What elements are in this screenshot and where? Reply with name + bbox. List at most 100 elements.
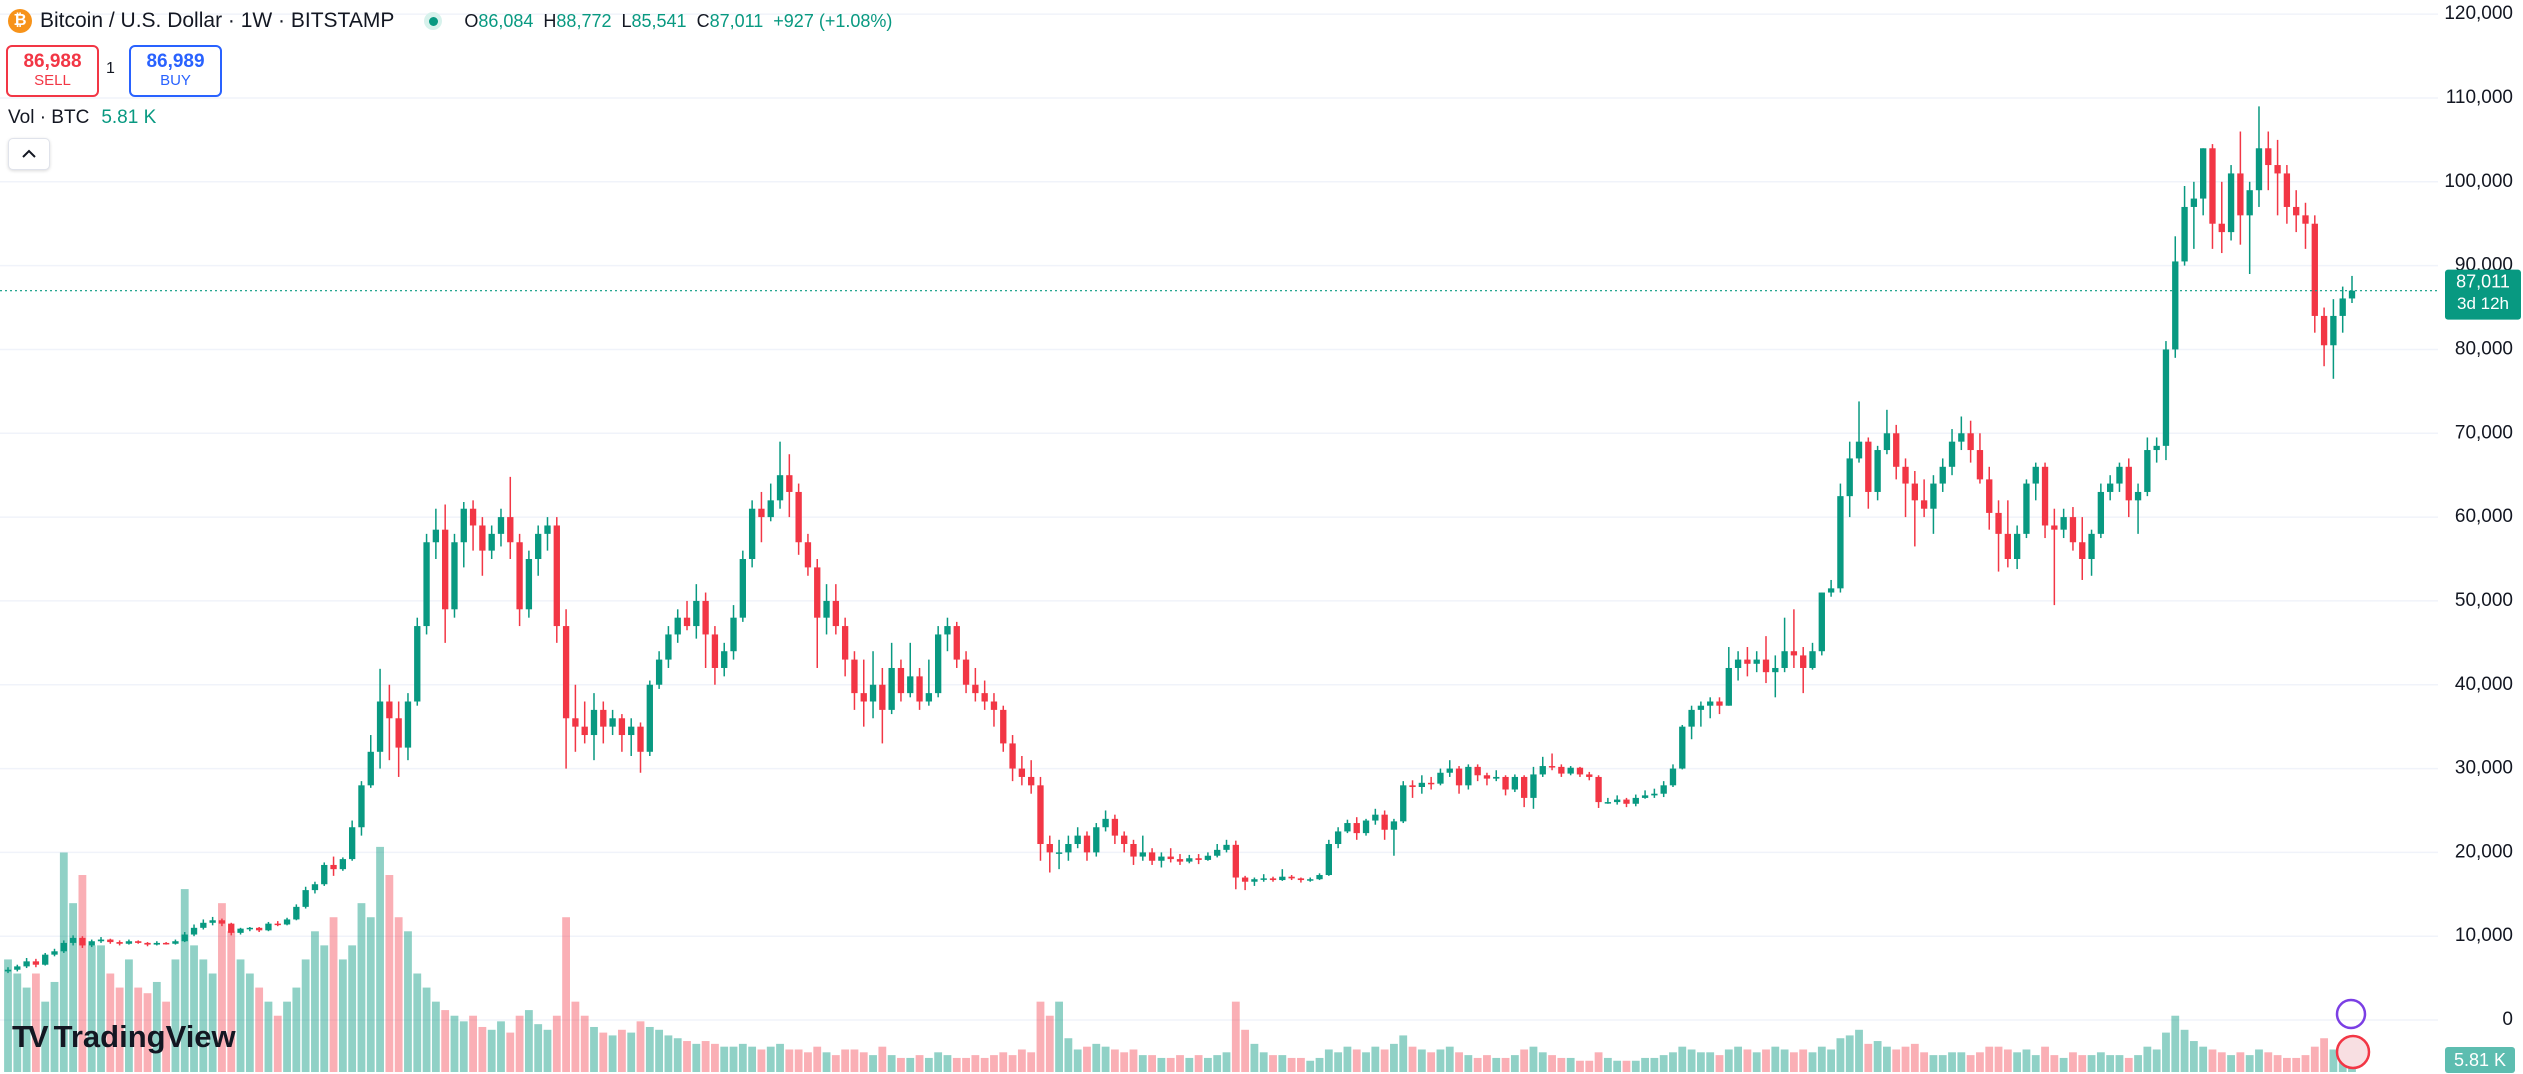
volume-bar	[534, 1024, 543, 1072]
assistant-icon[interactable]	[2335, 998, 2367, 1030]
volume-bar	[2227, 1055, 2235, 1072]
candle-body	[2032, 466, 2039, 484]
candle-body	[4, 969, 12, 972]
sell-button[interactable]: 86,988 SELL	[6, 45, 99, 97]
candle-body	[1400, 785, 1407, 822]
ohlc-value: 88,772	[556, 10, 612, 31]
symbol-title[interactable]: Bitcoin / U.S. Dollar · 1W · BITSTAMP	[40, 9, 395, 32]
volume-bar	[115, 987, 124, 1072]
candle-body	[200, 922, 207, 928]
volume-bar	[701, 1041, 710, 1072]
countdown: 3d 12h	[2457, 294, 2509, 313]
volume-bar	[990, 1055, 998, 1072]
volume-bar	[2171, 1015, 2180, 1072]
volume-bar	[1306, 1060, 1315, 1072]
candle-body	[237, 928, 244, 933]
candle-body	[246, 927, 254, 930]
volume-bar	[413, 973, 422, 1072]
candle-body	[1893, 433, 1900, 467]
candle-body	[2237, 173, 2244, 216]
candle-body	[2302, 215, 2309, 224]
volume-bar	[1008, 1055, 1017, 1072]
collapse-button[interactable]	[8, 138, 50, 170]
candle-body	[907, 676, 914, 694]
volume-bar	[924, 1057, 933, 1072]
volume-bar	[1501, 1057, 1510, 1072]
volume-legend: Vol · BTC 5.81 K	[8, 107, 156, 129]
candle-body	[795, 491, 802, 543]
candle-body	[1390, 821, 1398, 830]
candle-body	[1948, 441, 1956, 467]
candle-body	[1772, 667, 1779, 673]
volume-bar	[1241, 1029, 1250, 1072]
candle-body	[1595, 776, 1602, 803]
candle-body	[553, 525, 560, 627]
volume-bar	[1929, 1055, 1938, 1072]
brand-logo[interactable]: TV TradingView	[12, 1019, 236, 1055]
volume-bar	[236, 959, 245, 1072]
volume-bar	[1036, 1001, 1045, 1072]
candle-body	[60, 942, 67, 952]
volume-bar	[1855, 1029, 1863, 1072]
candle-body	[804, 542, 812, 568]
volume-bar	[1120, 1052, 1129, 1072]
volume-bar	[292, 987, 301, 1072]
volume-bar	[1613, 1060, 1622, 1072]
volume-bar	[1957, 1052, 1966, 1072]
volume-bar	[2264, 1052, 2273, 1072]
candle-body	[1846, 458, 1853, 497]
candle-body	[916, 676, 923, 702]
candle-body	[2162, 349, 2170, 446]
volume-bar	[1259, 1052, 1268, 1072]
candle-body	[609, 718, 616, 727]
buy-button[interactable]: 86,989 BUY	[129, 45, 222, 97]
candle-body	[1586, 774, 1593, 777]
candle-body	[1641, 795, 1649, 798]
volume-bar	[1055, 1001, 1063, 1072]
candle-body	[1167, 856, 1174, 860]
volume-bar	[1278, 1055, 1287, 1072]
candle-body	[934, 634, 942, 694]
volume-bar	[617, 1029, 626, 1072]
candle-body	[1214, 849, 1221, 856]
candle-body	[2116, 466, 2123, 484]
region-flag-icon[interactable]	[2335, 1034, 2371, 1070]
candle-body	[2097, 491, 2105, 534]
volume-bar	[1948, 1052, 1956, 1072]
last-price-label: 87,011	[2456, 271, 2510, 291]
candle-body	[1427, 782, 1435, 785]
volume-bar	[878, 1046, 887, 1072]
buy-price: 86,989	[146, 51, 205, 73]
candle-body	[1874, 450, 1881, 492]
candle-body	[1790, 651, 1798, 656]
y-tick-label: 40,000	[2455, 674, 2513, 695]
candle-body	[562, 626, 570, 719]
candle-body	[218, 920, 226, 924]
volume-bar	[757, 1049, 766, 1072]
market-status[interactable]	[424, 12, 443, 30]
candle-body	[1455, 768, 1463, 786]
volume-bar	[357, 903, 366, 1072]
volume-bar	[348, 945, 357, 1072]
candle-body	[646, 684, 653, 752]
candle-body	[339, 859, 347, 870]
volume-bar	[971, 1055, 980, 1072]
volume-bar	[738, 1043, 747, 1072]
volume-bar	[711, 1043, 719, 1072]
volume-bar	[1920, 1052, 1929, 1072]
volume-bar	[999, 1052, 1008, 1072]
volume-bar	[2310, 1046, 2319, 1072]
candle-body	[1037, 785, 1044, 845]
candle-body	[1976, 450, 1984, 480]
volume-bar	[431, 1001, 440, 1072]
y-tick-label: 60,000	[2455, 506, 2513, 527]
candle-body	[209, 920, 216, 923]
volume-bar	[2245, 1055, 2254, 1072]
candle-body	[2255, 148, 2263, 191]
volume-bar	[31, 973, 40, 1072]
candle-body	[1260, 878, 1267, 880]
candle-body	[1707, 701, 1714, 706]
candle-body	[1883, 433, 1891, 451]
ohlc-value: 85,541	[631, 10, 687, 31]
